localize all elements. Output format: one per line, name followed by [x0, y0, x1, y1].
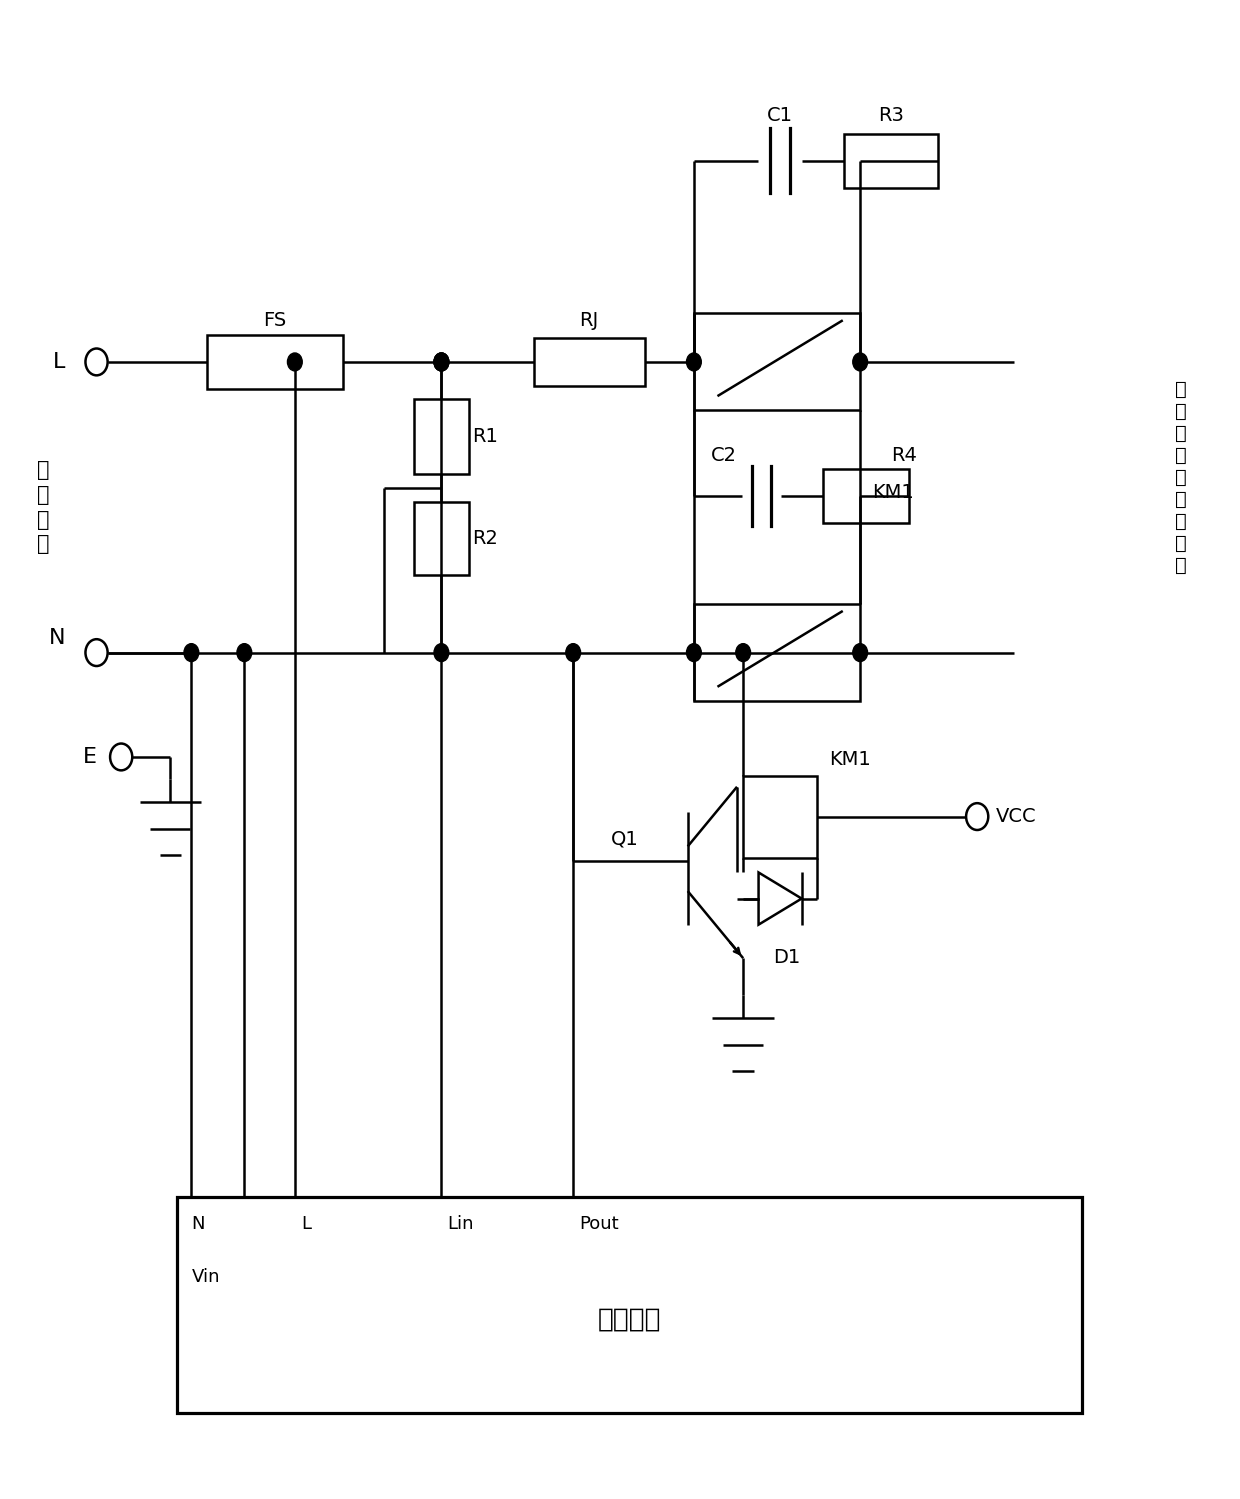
Text: L: L: [301, 1214, 311, 1232]
Bar: [743, 775, 817, 857]
Circle shape: [86, 639, 108, 666]
Text: 微控制器: 微控制器: [598, 1307, 661, 1333]
Text: E: E: [83, 747, 97, 767]
Circle shape: [687, 352, 702, 370]
Text: VCC: VCC: [996, 806, 1037, 826]
Text: R1: R1: [472, 427, 498, 447]
Text: C1: C1: [768, 106, 794, 126]
Text: RJ: RJ: [579, 310, 599, 330]
Bar: [533, 339, 645, 385]
Text: L: L: [53, 352, 66, 372]
Text: Lin: Lin: [448, 1214, 474, 1232]
Circle shape: [237, 643, 252, 661]
Text: R4: R4: [892, 447, 916, 465]
Text: N: N: [50, 628, 66, 648]
Bar: [823, 469, 909, 523]
Bar: [207, 336, 343, 388]
Bar: [414, 399, 469, 474]
Circle shape: [434, 352, 449, 370]
Circle shape: [565, 643, 580, 661]
Circle shape: [184, 643, 198, 661]
Text: N: N: [191, 1214, 205, 1232]
Text: Pout: Pout: [579, 1214, 619, 1232]
Circle shape: [853, 643, 868, 661]
Text: R3: R3: [878, 106, 904, 126]
Text: R2: R2: [472, 529, 498, 549]
Text: 电
源
输
入: 电 源 输 入: [37, 460, 50, 555]
Bar: [844, 133, 937, 187]
Text: C2: C2: [711, 447, 737, 465]
Text: KM1: KM1: [873, 483, 914, 502]
Text: FS: FS: [264, 310, 286, 330]
Circle shape: [687, 643, 702, 661]
Text: D1: D1: [773, 947, 800, 967]
Circle shape: [735, 643, 750, 661]
Circle shape: [434, 643, 449, 661]
Circle shape: [110, 744, 133, 770]
Circle shape: [853, 352, 868, 370]
Circle shape: [86, 348, 108, 375]
Bar: [694, 604, 861, 702]
Circle shape: [434, 352, 449, 370]
Text: Vin: Vin: [191, 1268, 219, 1286]
Bar: [176, 1196, 1081, 1414]
Text: 往
抗
干
扰
／
滤
波
电
路: 往 抗 干 扰 ／ 滤 波 电 路: [1174, 379, 1187, 576]
Bar: [414, 502, 469, 576]
Bar: [694, 313, 861, 411]
Circle shape: [434, 352, 449, 370]
Text: Q1: Q1: [611, 829, 639, 848]
Circle shape: [966, 803, 988, 830]
Text: KM1: KM1: [830, 751, 872, 769]
Circle shape: [288, 352, 303, 370]
